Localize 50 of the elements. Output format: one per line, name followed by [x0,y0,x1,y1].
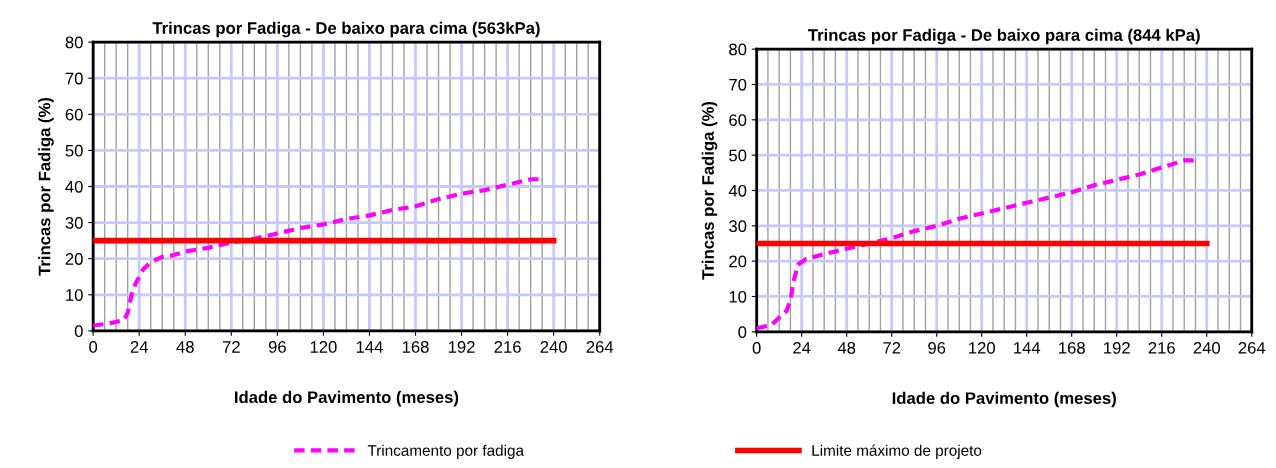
y-tick-label: 10 [729,290,747,303]
x-tick-label: 120 [969,341,995,354]
y-tick-label: 30 [729,220,747,233]
x-tick-label: 72 [222,341,240,353]
x-tick-label: 120 [310,341,337,353]
y-tick-label: 30 [65,216,83,229]
y-tick-label: 40 [65,180,83,193]
y-axis-title: Trincas por Fadiga (%) [38,97,54,276]
y-tick-label: 0 [738,326,747,339]
y-tick-label: 70 [65,72,83,85]
x-tick-label: 72 [883,341,901,354]
y-tick-label: 0 [74,325,83,338]
y-tick-label: 10 [66,289,83,301]
x-tick-label: 192 [1104,341,1130,354]
x-tick-label: 216 [1148,341,1175,354]
x-tick-label: 168 [1059,341,1085,354]
legend-label: Limite máximo de projeto [812,444,982,459]
x-tick-label: 96 [928,341,946,354]
y-tick-label: 60 [65,108,83,121]
y-tick-label: 40 [728,184,747,197]
y-axis-title: Trincas por Fadiga (%) [701,101,718,280]
x-tick-label: 0 [752,341,761,354]
x-tick-label: 216 [494,341,521,353]
x-tick-label: 144 [356,341,383,353]
chart-title: Trincas por Fadiga - De baixo para cima (844 kPa) [808,28,1200,45]
x-tick-label: 144 [1014,342,1041,354]
x-tick-label: 96 [268,341,286,353]
x-axis-title: Idade do Pavimento (meses) [892,391,1116,408]
x-tick-label: 0 [89,341,98,353]
x-tick-label: 264 [1238,341,1266,354]
x-tick-label: 240 [540,341,567,353]
x-axis-title: Idade do Pavimento (meses) [235,390,459,407]
y-tick-label: 80 [65,36,83,49]
x-tick-label: 48 [176,341,194,353]
chart-title: Trincas por Fadiga - De baixo para cima (563kPa) [152,21,540,38]
y-tick-label: 80 [729,43,747,56]
y-tick-label: 20 [65,253,83,265]
x-tick-label: 24 [793,341,811,354]
y-tick-label: 50 [729,149,747,162]
y-tick-label: 70 [729,78,747,91]
x-tick-label: 48 [837,341,856,354]
x-tick-label: 240 [1193,341,1220,354]
x-tick-label: 264 [586,341,614,353]
x-tick-label: 192 [448,341,475,353]
y-tick-label: 20 [729,255,747,268]
y-tick-label: 50 [65,144,83,157]
y-tick-label: 60 [729,114,747,127]
legend-label: Trincamento por fadiga [367,444,524,459]
x-tick-label: 168 [402,341,429,353]
x-tick-label: 24 [130,341,148,353]
